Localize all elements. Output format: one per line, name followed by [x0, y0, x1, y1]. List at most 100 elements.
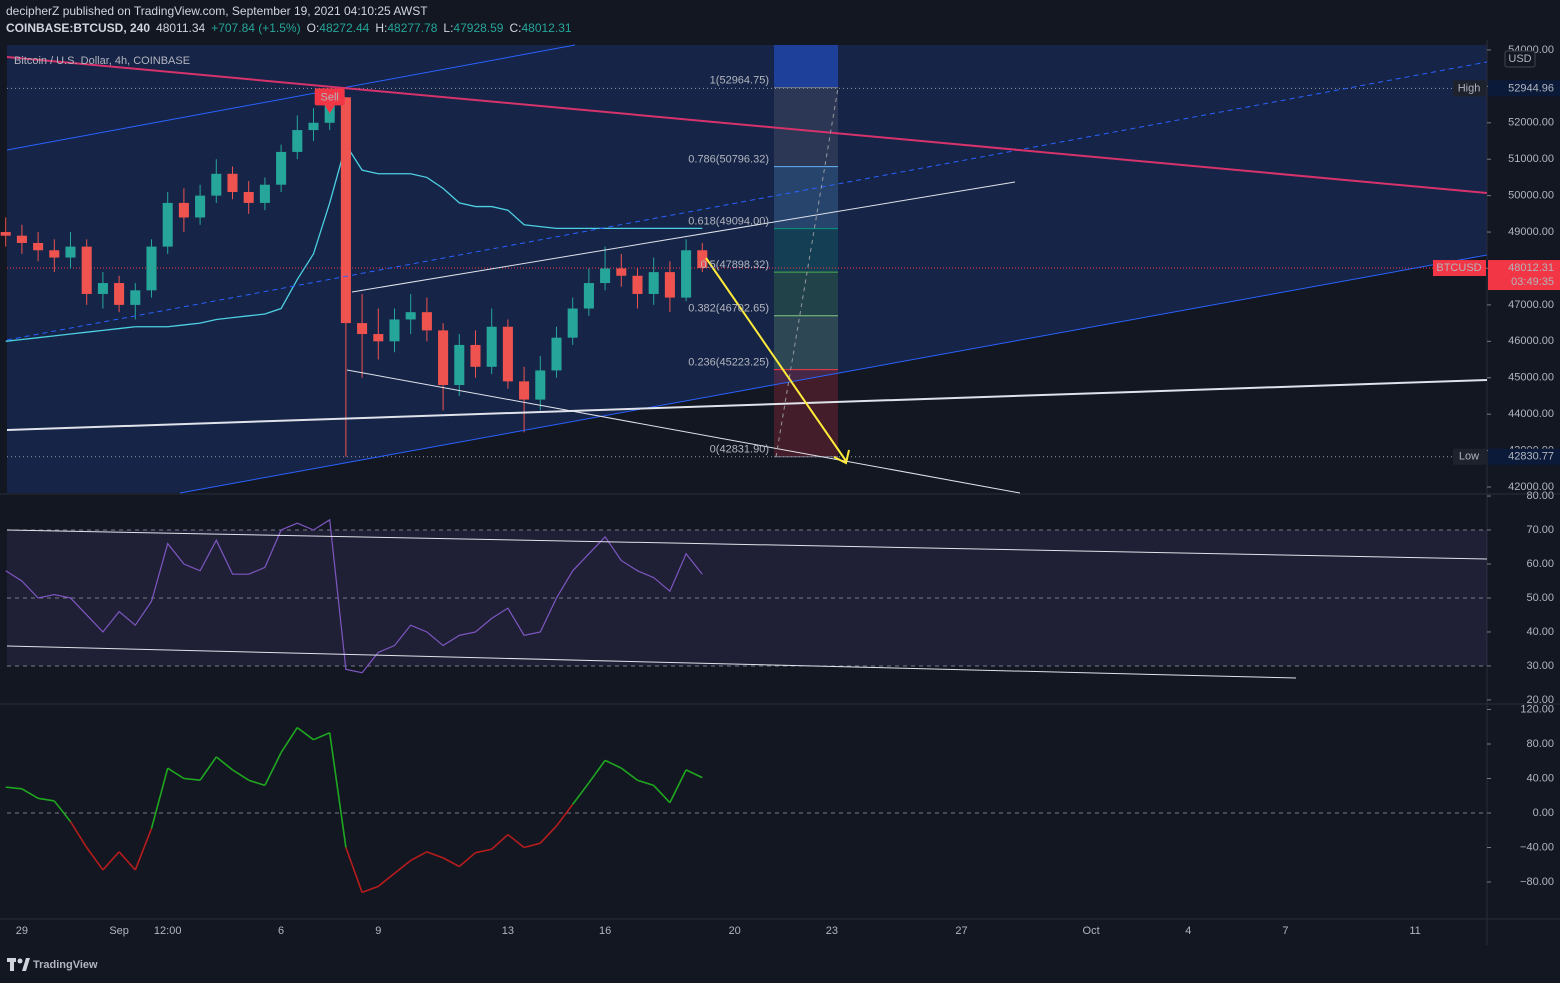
fib-label: 0.236(45223.25) — [688, 357, 769, 369]
y-tick-label: 47000.00 — [1508, 299, 1554, 311]
candle-body — [146, 246, 157, 291]
logo-icon — [17, 958, 23, 964]
y-tick-label: 80.00 — [1526, 738, 1554, 750]
candle-body — [243, 191, 254, 203]
countdown: 03:49:35 — [1511, 276, 1554, 288]
candle-body — [49, 250, 60, 258]
indicator-segment — [134, 828, 153, 871]
indicator-segment — [118, 851, 136, 871]
extreme-price-box — [1488, 448, 1560, 465]
candle-body — [340, 97, 351, 324]
fib-label: 0.618(49094.00) — [688, 216, 769, 228]
currency-box — [1504, 50, 1536, 68]
fib-band — [774, 228, 838, 273]
indicator-segment — [539, 825, 558, 844]
fib-label: 0.5(47898.32) — [701, 259, 770, 271]
y-tick-label: 51000.00 — [1508, 153, 1554, 165]
candle-body — [114, 283, 125, 305]
x-tick-label: 16 — [599, 925, 611, 937]
indicator-segment — [604, 759, 622, 769]
y-tick-label: 120.00 — [1520, 703, 1554, 715]
channel-upper — [6, 44, 576, 151]
indicator-segment — [53, 800, 72, 823]
indicator-segment — [345, 847, 363, 893]
candle-body — [616, 268, 627, 276]
indicator-segment — [410, 851, 428, 862]
y-tick-label: 20.00 — [1526, 694, 1554, 706]
candle-body — [0, 232, 11, 236]
indicator-segment — [328, 732, 347, 848]
x-tick-label: 29 — [16, 925, 28, 937]
fib-label: 1(52964.75) — [710, 75, 769, 87]
drawings — [6, 44, 1488, 679]
candle-body — [405, 312, 416, 320]
x-tick-label: 6 — [278, 925, 284, 937]
channel-fill — [7, 45, 1487, 493]
ohlc-value: 48272.44 — [319, 21, 369, 35]
chart-title: Bitcoin / U.S. Dollar, 4h, COINBASE — [14, 55, 190, 67]
indicator-segment — [507, 833, 525, 849]
arrow-head — [833, 449, 850, 465]
trend-line — [346, 369, 1021, 494]
candle-body — [567, 308, 578, 338]
candle-body — [130, 290, 141, 305]
fib-label: 0.382(46702.65) — [688, 303, 769, 315]
candle-body — [162, 202, 173, 247]
rsi-trend-line — [6, 529, 1488, 560]
indicator-segment — [280, 727, 298, 754]
indicator-segment — [69, 821, 88, 848]
y-tick-label: 70.00 — [1526, 524, 1554, 536]
y-tick-label: 40.00 — [1526, 772, 1554, 784]
logo: TradingView — [7, 958, 98, 971]
indicator-segment — [248, 779, 266, 787]
indicator-segment — [5, 786, 22, 790]
y-tick-label: −40.00 — [1520, 841, 1554, 853]
x-tick-label: 11 — [1409, 925, 1420, 937]
candle-body — [97, 283, 108, 294]
candle-body — [308, 122, 319, 131]
candle-body — [583, 283, 594, 309]
symbol-line: COINBASE:BTCUSD, 240 48011.34 +707.84 (+1.… — [6, 21, 572, 35]
fib-label: 0(42831.90) — [710, 444, 769, 456]
candle-body — [697, 250, 708, 269]
candle-body — [16, 235, 27, 243]
candle-body — [551, 337, 562, 371]
candle-body — [276, 151, 287, 185]
candle-body — [535, 370, 546, 400]
publisher: decipherZ published on TradingView.com, … — [6, 4, 428, 18]
candle-body — [519, 381, 530, 400]
indicator-segment — [620, 767, 638, 781]
change: +707.84 (+1.5%) — [211, 21, 300, 35]
channel-mid — [6, 61, 1488, 341]
indicator-segment — [555, 803, 574, 827]
candle-body — [389, 319, 400, 342]
candle-body — [664, 272, 675, 298]
indicator-segment — [669, 769, 687, 804]
indicator-segment — [21, 788, 39, 800]
last-price: 48012.31 — [1508, 262, 1554, 274]
candle-body — [211, 173, 222, 196]
fib-band — [774, 87, 838, 167]
indicator-segment — [426, 851, 444, 859]
indicator-segment — [393, 859, 412, 875]
fib-band — [774, 272, 838, 316]
fib-top-band — [774, 45, 838, 88]
candle-body — [470, 344, 481, 367]
extreme-price: 42830.77 — [1508, 451, 1554, 463]
backgrounds — [0, 40, 1560, 945]
indicator-segment — [475, 848, 492, 854]
extreme-price: 52944.96 — [1508, 82, 1554, 94]
x-tick-label: 9 — [375, 925, 381, 937]
last-label: BTCUSD — [1436, 262, 1481, 274]
indicator-segment — [199, 756, 217, 781]
ohlc-value: 48277.78 — [387, 21, 437, 35]
fib-label: 0.786(50796.32) — [688, 154, 769, 166]
x-tick-label: Oct — [1083, 925, 1100, 937]
fib-band — [774, 166, 838, 229]
logo-icon — [22, 958, 30, 971]
x-tick-label: 27 — [955, 925, 967, 937]
indicator-segment — [588, 759, 606, 784]
indicator-segment — [264, 752, 282, 786]
